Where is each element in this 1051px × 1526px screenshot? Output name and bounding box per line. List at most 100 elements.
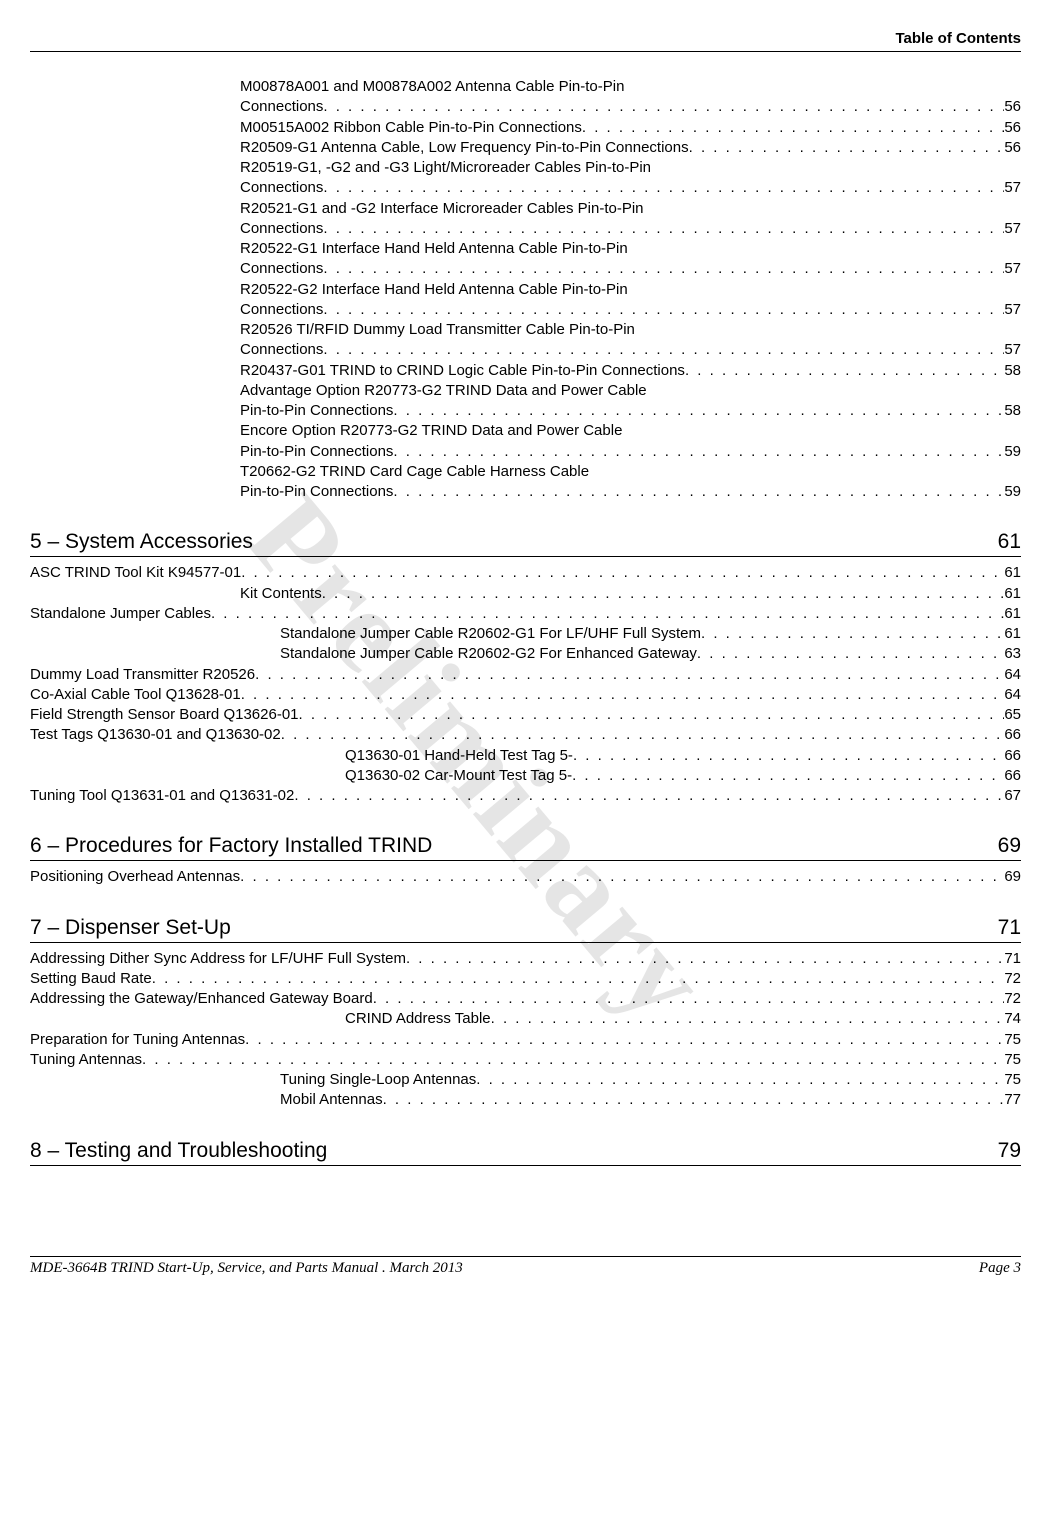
- toc-dots: [240, 867, 1004, 887]
- toc-entry: Connections 57: [240, 259, 1021, 279]
- toc-label: CRIND Address Table: [345, 1009, 491, 1029]
- toc-page: 77: [1004, 1090, 1021, 1110]
- toc-entry: R20437-G01 TRIND to CRIND Logic Cable Pi…: [240, 361, 1021, 381]
- toc-label: Connections: [240, 178, 323, 198]
- toc-page: 65: [1004, 705, 1021, 725]
- toc-label-wrap: Encore Option R20773-G2 TRIND Data and P…: [240, 421, 1021, 441]
- toc-page: 57: [1004, 178, 1021, 198]
- toc-dots: [476, 1070, 1004, 1090]
- toc-dots: [573, 746, 1004, 766]
- toc-page: 66: [1004, 766, 1021, 786]
- toc-dots: [323, 219, 1004, 239]
- toc-dots: [299, 705, 1005, 725]
- toc-entry: Test Tags Q13630-01 and Q13630-02 66: [30, 725, 1021, 745]
- section-title: 5 – System Accessories: [30, 530, 253, 554]
- toc-label-wrap: R20522-G2 Interface Hand Held Antenna Ca…: [240, 280, 1021, 300]
- toc-entry: Standalone Jumper Cable R20602-G2 For En…: [280, 644, 1021, 664]
- toc-dots: [689, 138, 1005, 158]
- toc-page: 67: [1004, 786, 1021, 806]
- section-heading: 8 – Testing and Troubleshooting79: [30, 1139, 1021, 1163]
- toc-dots: [701, 624, 1004, 644]
- toc-label-wrap: R20519-G1, -G2 and -G3 Light/Microreader…: [240, 158, 1021, 178]
- toc-page: 57: [1004, 259, 1021, 279]
- section-title: 6 – Procedures for Factory Installed TRI…: [30, 834, 432, 858]
- toc-label: Tuning Single-Loop Antennas: [280, 1070, 476, 1090]
- toc-entry: CRIND Address Table 74: [345, 1009, 1021, 1029]
- toc-entry: Q13630-02 Car-Mount Test Tag 5- 66: [345, 766, 1021, 786]
- toc-dots: [491, 1009, 1005, 1029]
- toc-label: Kit Contents: [240, 584, 322, 604]
- footer: MDE-3664B TRIND Start-Up, Service, and P…: [30, 1256, 1021, 1277]
- toc-entry: Positioning Overhead Antennas 69: [30, 867, 1021, 887]
- section-title: 8 – Testing and Troubleshooting: [30, 1139, 327, 1163]
- toc-entry: Addressing the Gateway/Enhanced Gateway …: [30, 989, 1021, 1009]
- toc-page: 75: [1004, 1030, 1021, 1050]
- toc-page: 64: [1004, 685, 1021, 705]
- section-rule: [30, 556, 1021, 557]
- section-page: 69: [998, 834, 1021, 858]
- toc-page: 66: [1004, 725, 1021, 745]
- toc-page: 57: [1004, 219, 1021, 239]
- footer-left: MDE-3664B TRIND Start-Up, Service, and P…: [30, 1260, 463, 1277]
- toc-label: R20437-G01 TRIND to CRIND Logic Cable Pi…: [240, 361, 685, 381]
- toc-entry: ASC TRIND Tool Kit K94577-0161: [30, 563, 1021, 583]
- section-rule: [30, 942, 1021, 943]
- toc-dots: [322, 584, 1005, 604]
- toc-entry: Pin-to-Pin Connections 58: [240, 401, 1021, 421]
- toc-label: Q13630-02 Car-Mount Test Tag 5-: [345, 766, 572, 786]
- toc-dots: [383, 1090, 1005, 1110]
- header-right: Table of Contents: [30, 30, 1021, 47]
- toc-dots: [323, 97, 1004, 117]
- toc-dots: [373, 989, 1005, 1009]
- toc-dots: [393, 401, 1004, 421]
- toc-label: Standalone Jumper Cable R20602-G2 For En…: [280, 644, 697, 664]
- top-toc-block: M00878A001 and M00878A002 Antenna Cable …: [30, 77, 1021, 502]
- toc-label: Mobil Antennas: [280, 1090, 383, 1110]
- toc-label: Addressing Dither Sync Address for LF/UH…: [30, 949, 406, 969]
- toc-label: Pin-to-Pin Connections: [240, 442, 393, 462]
- toc-label-wrap: Advantage Option R20773-G2 TRIND Data an…: [240, 381, 1021, 401]
- toc-label: Standalone Jumper Cable R20602-G1 For LF…: [280, 624, 701, 644]
- toc-dots: [323, 300, 1004, 320]
- toc-dots: [241, 685, 1005, 705]
- toc-label-wrap: R20526 TI/RFID Dummy Load Transmitter Ca…: [240, 320, 1021, 340]
- toc-entry: Tuning Antennas75: [30, 1050, 1021, 1070]
- toc-dots: [255, 665, 1004, 685]
- section-page: 71: [998, 916, 1021, 940]
- toc-dots: [294, 786, 1004, 806]
- toc-entry: Connections56: [240, 97, 1021, 117]
- toc-label: Preparation for Tuning Antennas: [30, 1030, 245, 1050]
- toc-dots: [281, 725, 1005, 745]
- toc-label-wrap: R20521-G1 and -G2 Interface Microreader …: [240, 199, 1021, 219]
- toc-page: 74: [1004, 1009, 1021, 1029]
- toc-label: Dummy Load Transmitter R20526: [30, 665, 255, 685]
- toc-entry: Pin-to-Pin Connections59: [240, 482, 1021, 502]
- toc-entry: Setting Baud Rate72: [30, 969, 1021, 989]
- toc-page: 58: [1004, 361, 1021, 381]
- toc-dots: [211, 604, 1004, 624]
- toc-label: Connections: [240, 259, 323, 279]
- section-heading: 7 – Dispenser Set-Up71: [30, 916, 1021, 940]
- toc-dots: [685, 361, 1004, 381]
- toc-label: Test Tags Q13630-01 and Q13630-02: [30, 725, 281, 745]
- toc-page: 61: [1004, 604, 1021, 624]
- toc-page: 69: [1004, 867, 1021, 887]
- toc-entry: Tuning Tool Q13631-01 and Q13631-0267: [30, 786, 1021, 806]
- toc-label: Positioning Overhead Antennas: [30, 867, 240, 887]
- toc-entry: Standalone Jumper Cables61: [30, 604, 1021, 624]
- toc-entry: Pin-to-Pin Connections 59: [240, 442, 1021, 462]
- section-rule: [30, 1165, 1021, 1166]
- toc-page: 58: [1004, 401, 1021, 421]
- toc-page: 57: [1004, 300, 1021, 320]
- toc-entry: Field Strength Sensor Board Q13626-01 65: [30, 705, 1021, 725]
- toc-label: Tuning Antennas: [30, 1050, 142, 1070]
- toc-page: 64: [1004, 665, 1021, 685]
- toc-dots: [697, 644, 1004, 664]
- toc-dots: [406, 949, 1004, 969]
- section-heading: 5 – System Accessories61: [30, 530, 1021, 554]
- toc-entry: Connections57: [240, 219, 1021, 239]
- toc-page: 59: [1004, 442, 1021, 462]
- toc-dots: [393, 482, 1004, 502]
- toc-entry: Mobil Antennas 77: [280, 1090, 1021, 1110]
- toc-entry: Connections 57: [240, 178, 1021, 198]
